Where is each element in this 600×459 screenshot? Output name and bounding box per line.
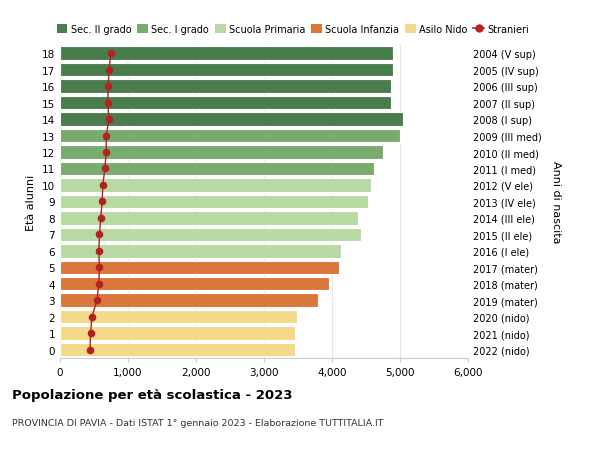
- Point: [104, 67, 114, 74]
- Bar: [60, 129, 400, 143]
- Y-axis label: Età alunni: Età alunni: [26, 174, 37, 230]
- Bar: [60, 245, 341, 258]
- Bar: [60, 97, 391, 110]
- Bar: [60, 294, 319, 307]
- Text: PROVINCIA DI PAVIA - Dati ISTAT 1° gennaio 2023 - Elaborazione TUTTITALIA.IT: PROVINCIA DI PAVIA - Dati ISTAT 1° genna…: [12, 418, 383, 427]
- Point: [104, 116, 114, 123]
- Point: [106, 50, 116, 58]
- Point: [92, 297, 102, 304]
- Point: [97, 198, 107, 206]
- Text: Popolazione per età scolastica - 2023: Popolazione per età scolastica - 2023: [12, 388, 293, 401]
- Point: [96, 215, 106, 222]
- Point: [98, 182, 107, 189]
- Bar: [60, 146, 383, 159]
- Bar: [60, 64, 393, 77]
- Point: [86, 330, 95, 337]
- Bar: [60, 327, 295, 340]
- Point: [101, 133, 111, 140]
- Point: [103, 100, 112, 107]
- Point: [103, 83, 113, 90]
- Point: [95, 231, 104, 239]
- Bar: [60, 212, 358, 225]
- Bar: [60, 195, 368, 209]
- Bar: [60, 343, 295, 357]
- Bar: [60, 261, 339, 274]
- Y-axis label: Anni di nascita: Anni di nascita: [551, 161, 561, 243]
- Point: [85, 346, 95, 353]
- Point: [101, 149, 111, 157]
- Point: [94, 247, 104, 255]
- Bar: [60, 277, 329, 291]
- Legend: Sec. II grado, Sec. I grado, Scuola Primaria, Scuola Infanzia, Asilo Nido, Stran: Sec. II grado, Sec. I grado, Scuola Prim…: [57, 25, 529, 35]
- Bar: [60, 47, 393, 61]
- Point: [87, 313, 97, 321]
- Bar: [60, 310, 296, 324]
- Bar: [60, 162, 374, 176]
- Bar: [60, 179, 371, 192]
- Point: [95, 264, 104, 271]
- Bar: [60, 80, 391, 94]
- Point: [100, 165, 110, 173]
- Point: [94, 280, 104, 288]
- Bar: [60, 228, 361, 241]
- Bar: [60, 113, 403, 127]
